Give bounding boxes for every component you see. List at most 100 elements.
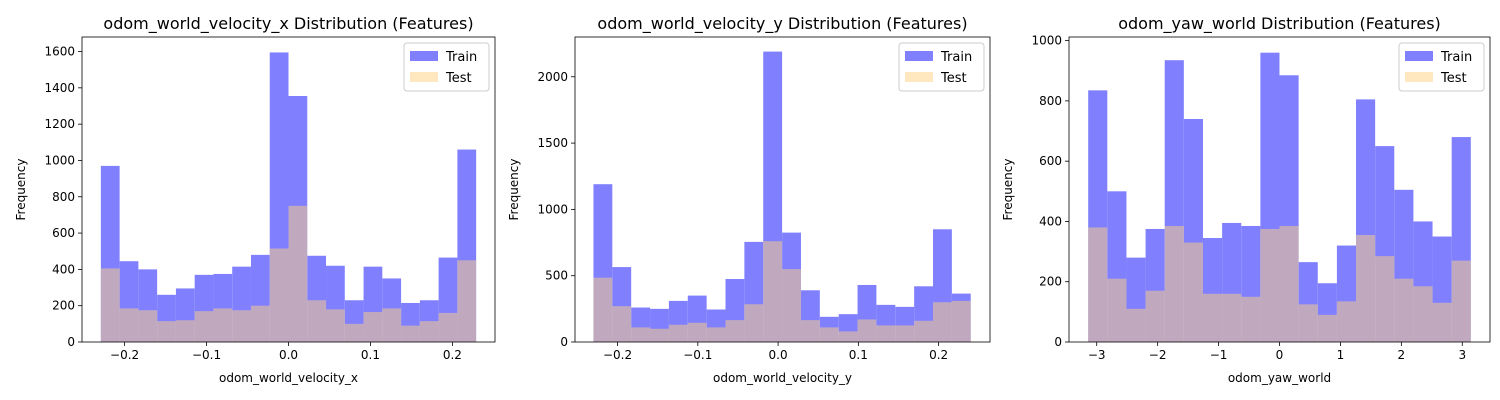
y-tick-label: 0 <box>560 335 568 349</box>
bar <box>800 320 820 342</box>
bar <box>895 325 915 342</box>
x-axis-label: odom_world_velocity_x <box>219 371 358 385</box>
bar <box>1356 235 1376 342</box>
bar <box>1298 304 1318 342</box>
y-tick-label: 200 <box>1039 275 1062 289</box>
bar <box>1222 293 1242 342</box>
bar <box>687 322 707 342</box>
x-tick-label: −0.2 <box>603 348 632 362</box>
x-tick-label: 0 <box>1276 348 1284 362</box>
bar <box>382 308 402 342</box>
legend: Train Test <box>898 42 985 92</box>
y-tick-label: 0 <box>67 335 75 349</box>
bar <box>1088 227 1108 342</box>
x-tick-label: −0.2 <box>110 348 139 362</box>
bar <box>668 324 688 342</box>
y-tick-label: 1200 <box>44 117 75 131</box>
y-tick-label: 0 <box>1054 335 1062 349</box>
bar <box>250 305 270 342</box>
bar <box>288 205 308 342</box>
bar <box>326 309 345 342</box>
bar <box>1451 260 1471 342</box>
bar <box>269 248 289 342</box>
bar <box>876 325 896 342</box>
y-tick-label: 1600 <box>44 45 75 59</box>
chart-panel-2: −0.2 −0.1 0.0 0.1 0.2 0 500 1000 1500 2000 odom_wo… <box>507 14 991 385</box>
bar <box>631 327 651 342</box>
y-tick-label: 1000 <box>1031 34 1062 48</box>
x-tick-label: −0.1 <box>192 348 221 362</box>
bar <box>1164 225 1184 342</box>
bar <box>419 321 439 342</box>
bar <box>157 321 176 342</box>
bar <box>857 319 877 342</box>
legend-swatch-train <box>410 51 438 61</box>
chart-title: odom_world_velocity_y Distribution (Feat… <box>597 14 967 34</box>
legend-swatch-test <box>1405 72 1433 82</box>
bar <box>194 311 214 342</box>
bar <box>307 300 327 342</box>
y-tick-label: 600 <box>52 226 75 240</box>
bar <box>1126 308 1146 342</box>
bar <box>782 269 801 342</box>
series-test <box>593 241 971 342</box>
bar <box>100 268 120 342</box>
bar <box>838 331 858 342</box>
bar <box>914 320 934 342</box>
y-axis-label: Frequency <box>1001 159 1015 221</box>
bar <box>612 306 632 342</box>
bar <box>1432 302 1452 342</box>
bar <box>1336 301 1357 342</box>
legend-swatch-test <box>410 72 438 82</box>
y-axis-label: Frequency <box>507 159 521 221</box>
series-test <box>1088 225 1471 342</box>
bar <box>1279 225 1299 342</box>
y-tick-label: 1000 <box>537 202 568 216</box>
y-tick-label: 1500 <box>537 136 568 150</box>
chart-title: odom_world_velocity_x Distribution (Feat… <box>103 14 473 34</box>
bar <box>819 327 839 342</box>
x-tick-label: 0.0 <box>279 348 298 362</box>
bar <box>1241 296 1261 342</box>
bar <box>744 304 764 342</box>
y-tick-label: 500 <box>545 269 568 283</box>
bar <box>706 327 726 342</box>
bar <box>344 323 364 342</box>
x-tick-label: −2 <box>1149 348 1167 362</box>
series-test <box>100 205 477 342</box>
y-tick-label: 800 <box>1039 94 1062 108</box>
x-tick-label: 2 <box>1398 348 1406 362</box>
legend-label-train: Train <box>445 50 477 65</box>
chart-panel-3: −3 −2 −1 0 1 2 3 0 200 400 600 800 1000 odom_yaw_worl… <box>1001 14 1491 385</box>
legend-swatch-train <box>1405 51 1433 61</box>
legend: Train Test <box>403 42 490 92</box>
chart-title: odom_yaw_world Distribution (Features) <box>1118 14 1441 34</box>
x-tick-label: −0.1 <box>683 348 712 362</box>
y-tick-label: 1400 <box>44 81 75 95</box>
x-tick-label: 0.0 <box>769 348 788 362</box>
legend: Train Test <box>1398 42 1485 92</box>
bar <box>401 325 420 342</box>
y-tick-label: 1000 <box>44 153 75 167</box>
y-tick-label: 2000 <box>537 70 568 84</box>
y-tick-label: 400 <box>1039 214 1062 228</box>
bar <box>951 300 971 342</box>
bar <box>1375 256 1395 342</box>
legend-swatch-train <box>905 51 933 61</box>
bar <box>138 310 158 342</box>
bar <box>1107 278 1127 342</box>
bar <box>1260 228 1280 342</box>
bar <box>933 302 952 342</box>
y-tick-label: 800 <box>52 190 75 204</box>
bar <box>363 312 383 342</box>
axes-frame <box>574 36 991 343</box>
x-tick-label: 3 <box>1458 348 1466 362</box>
x-axis-label: odom_yaw_world <box>1228 371 1331 385</box>
bar <box>1394 278 1414 342</box>
bar <box>1202 293 1223 342</box>
legend-label-train: Train <box>940 50 972 65</box>
bar <box>232 310 251 342</box>
chart-panel-1: −0.2 −0.1 0.0 0.1 0.2 0 200 400 600 800 1000 1200 14… <box>14 14 496 385</box>
x-tick-label: −3 <box>1088 348 1106 362</box>
